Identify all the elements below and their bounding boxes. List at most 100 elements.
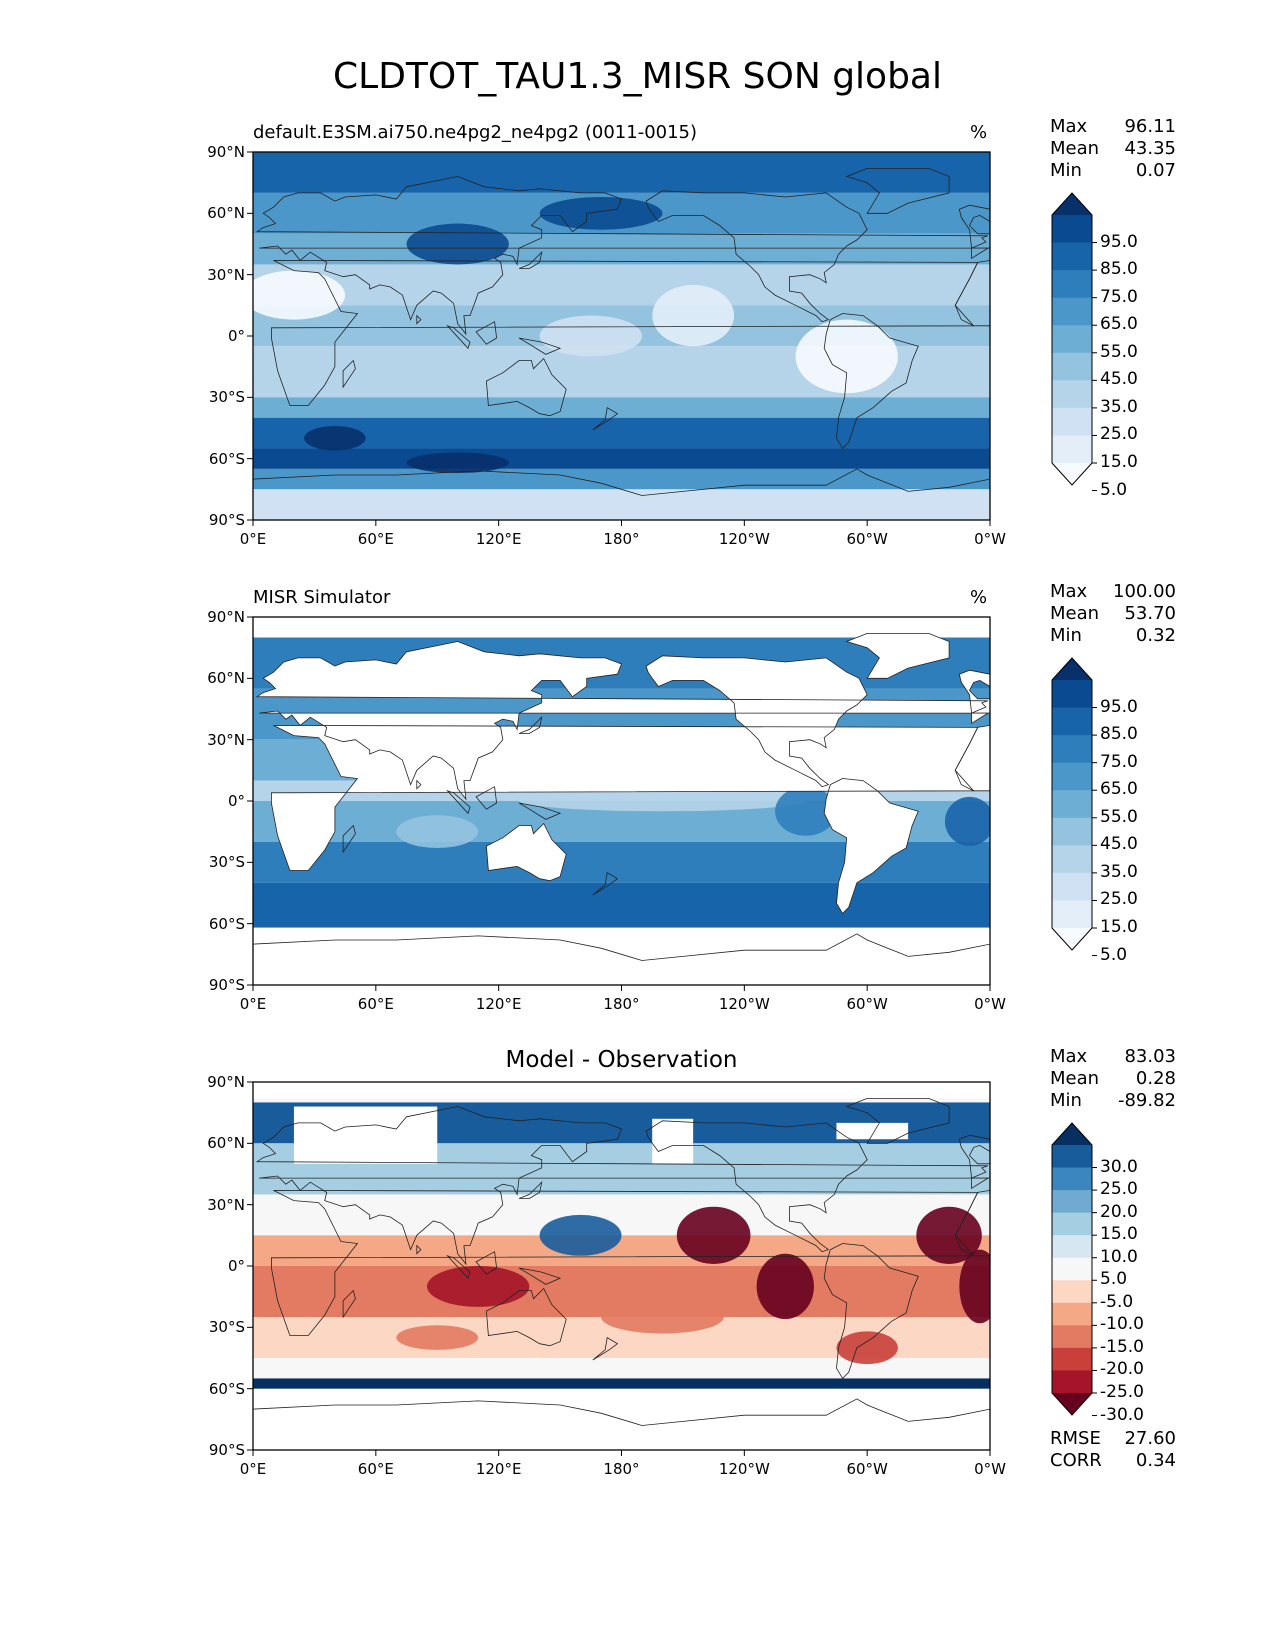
- coastline: [446, 1254, 471, 1280]
- lon-tick-label: 0°W: [974, 1460, 1006, 1478]
- obs-map: [247, 616, 991, 991]
- lon-tick-label: 180°: [603, 530, 640, 548]
- coastline: [342, 824, 356, 854]
- lon-tick-label: 60°E: [357, 1460, 394, 1478]
- lat-tick-label: 0°: [227, 1257, 245, 1275]
- colorbar-segment: [1052, 325, 1092, 354]
- colorbar-segment: [1052, 762, 1092, 791]
- field-feature: [836, 1331, 898, 1365]
- panel-title: default.E3SM.ai750.ne4pg2_ne4pg2 (0011-0…: [253, 122, 698, 143]
- colorbar-tick-label: 85.0: [1100, 724, 1138, 745]
- field-feature: [756, 1253, 814, 1320]
- lon-tick-label: 60°W: [846, 995, 888, 1013]
- missing-data-region: [652, 1118, 694, 1164]
- coastline: [954, 259, 990, 327]
- colorbar-segment: [1052, 1370, 1092, 1394]
- coastline: [485, 357, 567, 417]
- coastline: [342, 1289, 356, 1319]
- panel-title: Model - Observation: [505, 1047, 738, 1073]
- land-mask: [646, 655, 868, 787]
- figure-title: CLDTOT_TAU1.3_MISR SON global: [333, 56, 942, 97]
- colorbar-segment: [1052, 1212, 1092, 1236]
- colorbar-segment: [1052, 1167, 1092, 1191]
- field-feature: [396, 815, 479, 849]
- colorbar-segment: [1052, 1302, 1092, 1326]
- stat-max: Max 100.00: [1050, 581, 1176, 602]
- coastline: [253, 1398, 990, 1450]
- missing-data-region: [253, 1082, 990, 1099]
- field-band: [253, 152, 990, 193]
- coastline: [592, 871, 619, 896]
- lat-tick-label: 30°S: [208, 388, 245, 407]
- units-label: %: [970, 122, 988, 143]
- colorbar-tick-label: 55.0: [1100, 806, 1138, 827]
- coastline: [954, 1189, 990, 1257]
- field-feature: [304, 425, 366, 451]
- field-band: [253, 1235, 990, 1266]
- stat-mean: Mean 43.35: [1050, 138, 1176, 159]
- field-band: [253, 417, 990, 449]
- colorbar-tick-label: 35.0: [1100, 396, 1138, 417]
- coastline: [253, 468, 990, 520]
- colorbar-tick-label: -5.0: [1100, 1291, 1134, 1312]
- lat-tick-label: 90°N: [207, 1073, 245, 1091]
- colorbar-segment: [1052, 352, 1092, 381]
- missing-data-region: [836, 1122, 909, 1140]
- coastline: [255, 176, 990, 336]
- field-feature: [916, 1206, 982, 1264]
- coastline: [518, 250, 543, 269]
- diff-colorbar: [1051, 1122, 1097, 1417]
- colorbar-tick-label: 45.0: [1100, 834, 1138, 855]
- stat-max: Max 96.11: [1050, 116, 1176, 137]
- missing-data-region: [253, 617, 990, 638]
- coastline: [823, 1243, 919, 1380]
- lat-tick-label: 90°N: [207, 143, 245, 161]
- field-feature: [539, 315, 642, 357]
- colorbar-segment: [1052, 817, 1092, 846]
- field-band: [253, 489, 990, 520]
- lat-tick-label: 90°S: [208, 511, 245, 529]
- coastline: [518, 337, 562, 355]
- lon-tick-label: 120°W: [718, 1460, 770, 1478]
- coastline: [475, 321, 498, 345]
- colorbar-tick-label: 25.0: [1100, 889, 1138, 910]
- colorbar-tick-label: 10.0: [1100, 1246, 1138, 1267]
- colorbar-segment: [1052, 380, 1092, 409]
- colorbar-segment: [1052, 790, 1092, 819]
- colorbar-tick-label: -10.0: [1100, 1314, 1144, 1335]
- colorbar-extend-min: [1052, 1393, 1092, 1415]
- field-feature: [253, 270, 346, 320]
- colorbar-tick-label: -30.0: [1100, 1404, 1144, 1425]
- colorbar-segment: [1052, 1280, 1092, 1304]
- colorbar-segment: [1052, 242, 1092, 271]
- lat-tick-label: 60°S: [208, 1379, 245, 1398]
- colorbar-tick-label: 95.0: [1100, 696, 1138, 717]
- colorbar-tick-label: 95.0: [1100, 231, 1138, 252]
- lat-tick-label: 60°S: [208, 449, 245, 468]
- lon-tick-label: 0°W: [974, 530, 1006, 548]
- coastline: [446, 789, 471, 815]
- coastline: [342, 359, 356, 389]
- colorbar-segment: [1052, 1325, 1092, 1349]
- coastline: [255, 641, 990, 801]
- stat-mean: Mean 53.70: [1050, 603, 1176, 624]
- colorbar-tick-label: 15.0: [1100, 452, 1138, 472]
- coastline: [271, 1190, 979, 1336]
- model-colorbar: [1051, 192, 1097, 492]
- lat-tick-label: 30°N: [207, 730, 245, 749]
- coastline: [845, 633, 950, 679]
- field-feature: [406, 452, 509, 473]
- lon-tick-label: 120°E: [475, 530, 522, 548]
- colorbar-segment: [1052, 1257, 1092, 1281]
- coastline: [416, 1244, 422, 1255]
- coastline: [485, 822, 567, 882]
- colorbar-segment: [1052, 1145, 1092, 1169]
- lon-tick-label: 120°W: [718, 530, 770, 548]
- colorbar-tick-label: -25.0: [1100, 1382, 1144, 1402]
- field-feature: [795, 319, 898, 394]
- stat-min: Min 0.32: [1050, 625, 1176, 646]
- land-mask: [846, 633, 950, 679]
- stat-min: Min -89.82: [1050, 1090, 1176, 1111]
- lon-tick-label: 120°E: [475, 1460, 522, 1478]
- lon-tick-label: 0°E: [239, 1460, 267, 1478]
